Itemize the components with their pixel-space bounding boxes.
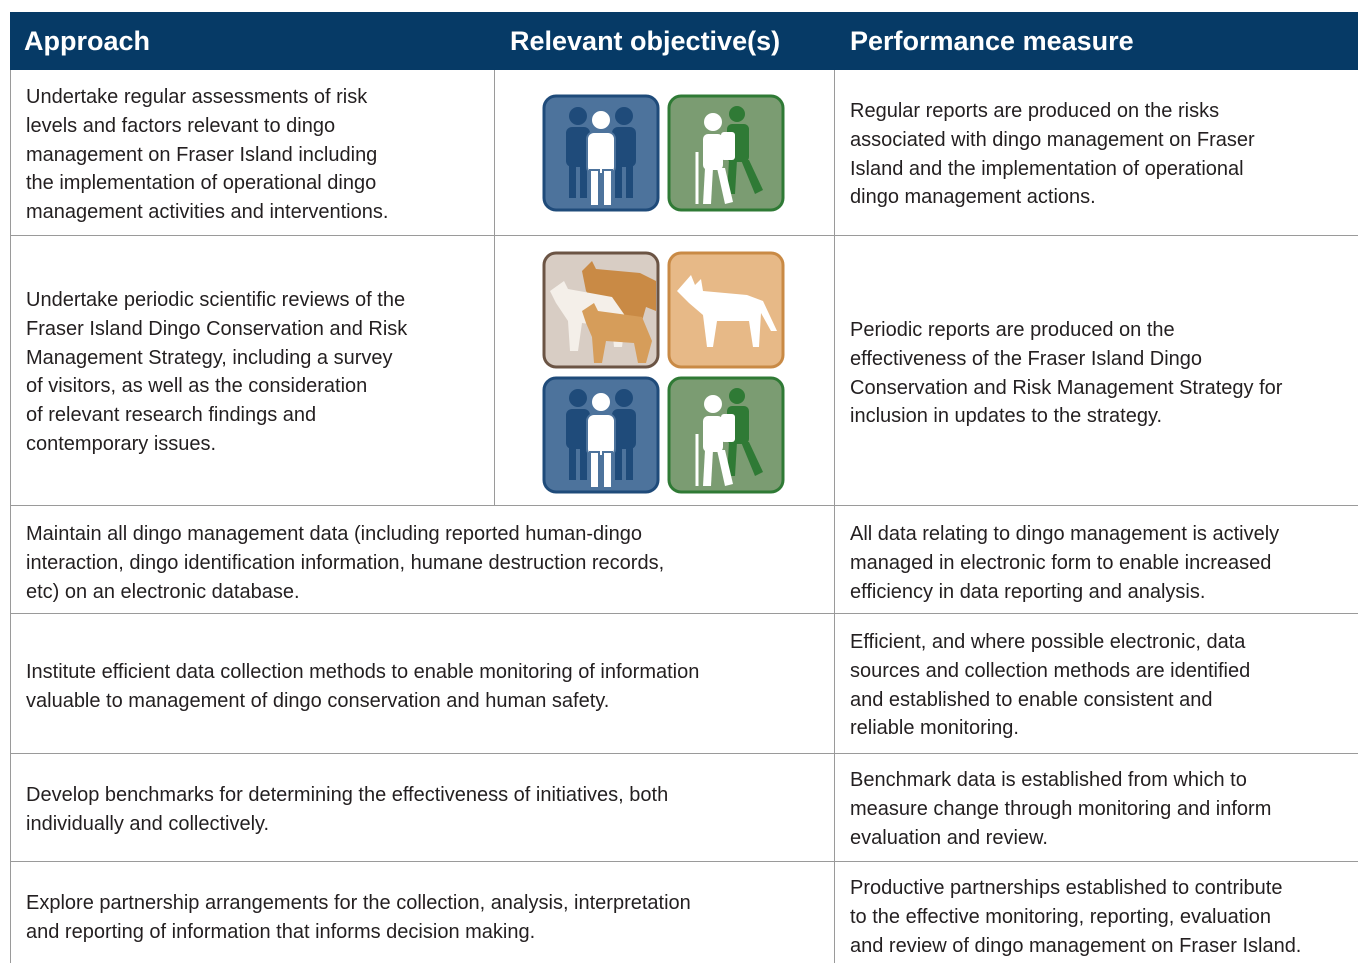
header-cell: Relevant objective(s) (510, 26, 781, 56)
approach-cell: Undertake regular assessments of risk lev… (26, 83, 388, 227)
column-divider (10, 70, 11, 963)
measure-cell: Regular reports are produced on the risk… (850, 97, 1255, 212)
text-line: and review of dingo management on Fraser… (850, 934, 1302, 957)
text-line: Island and the implementation of operati… (850, 157, 1244, 180)
people-icon (542, 376, 660, 494)
dingo-pack-icon (542, 251, 660, 369)
measure-cell: Efficient, and where possible electronic… (850, 628, 1250, 743)
text-line: management on Fraser Island including (26, 143, 378, 166)
approach-cell: Institute efficient data collection meth… (26, 658, 699, 716)
text-line: Develop benchmarks for determining the e… (26, 784, 669, 806)
text-line: interaction, dingo identification inform… (26, 551, 665, 574)
text-line: evaluation and review. (850, 826, 1048, 849)
text-line: Management Strategy, including a survey (26, 346, 393, 369)
hiker-icon (667, 376, 785, 494)
text-line: reliable monitoring. (850, 717, 1019, 740)
header-cell: Approach (24, 26, 151, 56)
text-line: Efficient, and where possible electronic… (850, 631, 1246, 653)
table-header: Approach Relevant objective(s) Performan… (10, 12, 1358, 70)
column-divider (494, 70, 495, 505)
text-line: efficiency in data reporting and analysi… (850, 580, 1206, 603)
approach-cell: Undertake periodic scientific reviews of… (26, 286, 407, 459)
text-line: Institute efficient data collection meth… (26, 661, 700, 683)
header-cell: Performance measure (850, 26, 1134, 56)
row-divider (10, 235, 1358, 236)
text-line: to the effective monitoring, reporting, … (850, 905, 1271, 928)
text-line: valuable to management of dingo conserva… (26, 689, 610, 712)
measure-cell: Benchmark data is established from which… (850, 766, 1271, 852)
measure-cell: All data relating to dingo management is… (850, 520, 1279, 606)
text-line: effectiveness of the Fraser Island Dingo (850, 347, 1203, 370)
people-icon (542, 94, 660, 212)
text-line: inclusion in updates to the strategy. (850, 405, 1163, 428)
text-line: etc) on an electronic database. (26, 580, 300, 603)
measure-cell: Productive partnerships established to c… (850, 874, 1301, 960)
text-line: Benchmark data is established from which… (850, 769, 1247, 791)
text-line: and established to enable consistent and (850, 688, 1213, 711)
text-line: Undertake regular assessments of risk (26, 86, 368, 108)
text-line: Maintain all dingo management data (incl… (26, 523, 642, 545)
text-line: Periodic reports are produced on the (850, 319, 1175, 341)
text-line: of visitors, as well as the consideratio… (26, 375, 368, 398)
text-line: dingo management actions. (850, 186, 1096, 209)
row-divider (10, 505, 1358, 506)
text-line: levels and factors relevant to dingo (26, 114, 336, 137)
text-line: the implementation of operational dingo (26, 172, 377, 195)
row-divider (10, 753, 1358, 754)
text-line: contemporary issues. (26, 432, 217, 455)
text-line: Conservation and Risk Management Strateg… (850, 376, 1283, 399)
measure-cell: Periodic reports are produced on the effe… (850, 316, 1282, 431)
text-line: sources and collection methods are ident… (850, 659, 1251, 682)
approach-cell: Explore partnership arrangements for the… (26, 889, 691, 947)
approach-cell: Develop benchmarks for determining the e… (26, 781, 668, 839)
text-line: managed in electronic form to enable inc… (850, 551, 1272, 574)
text-line: of relevant research findings and (26, 404, 317, 427)
text-line: Regular reports are produced on the risk… (850, 100, 1220, 122)
approach-cell: Maintain all dingo management data (incl… (26, 520, 664, 606)
text-line: measure change through monitoring and in… (850, 797, 1272, 820)
text-line: associated with dingo management on Fras… (850, 128, 1255, 151)
text-line: Fraser Island Dingo Conservation and Ris… (26, 317, 408, 340)
dingo-icon (667, 251, 785, 369)
row-divider (10, 861, 1358, 862)
text-line: All data relating to dingo management is… (850, 523, 1280, 545)
text-line: Productive partnerships established to c… (850, 877, 1283, 899)
text-line: management activities and interventions. (26, 201, 389, 224)
column-divider (834, 70, 835, 963)
text-line: individually and collectively. (26, 812, 270, 835)
text-line: Explore partnership arrangements for the… (26, 892, 691, 914)
row-divider (10, 613, 1358, 614)
text-line: Undertake periodic scientific reviews of… (26, 289, 406, 311)
hiker-icon (667, 94, 785, 212)
text-line: and reporting of information that inform… (26, 920, 536, 943)
